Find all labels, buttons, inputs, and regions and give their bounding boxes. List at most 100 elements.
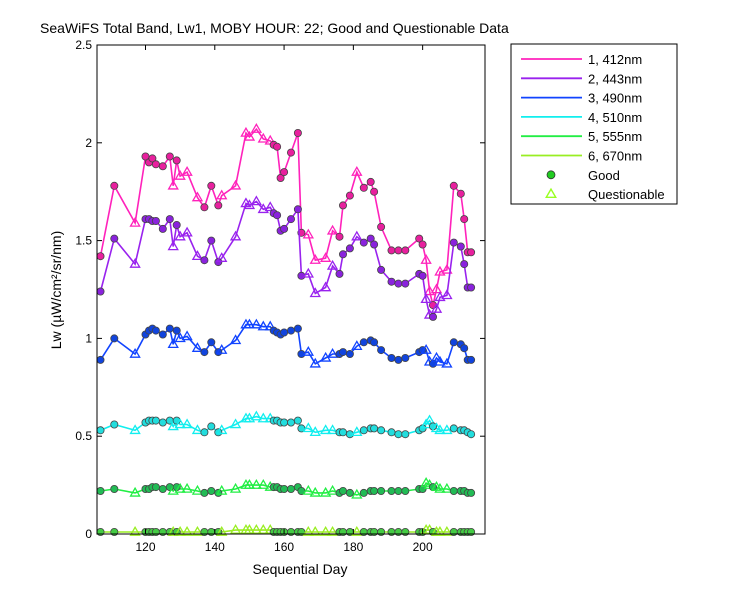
data-point-questionable (250, 195, 263, 206)
data-point-questionable (129, 424, 141, 435)
data-point-good (335, 232, 344, 241)
data-point-good (280, 484, 289, 493)
data-point-good (387, 353, 396, 362)
data-point-questionable (302, 228, 315, 239)
data-point-questionable (243, 478, 256, 489)
chart-title: SeaWiFS Total Band, Lw1, MOBY HOUR: 22; … (40, 20, 509, 36)
data-point-questionable (430, 283, 443, 294)
legend-entry: Questionable (588, 187, 665, 202)
data-point-good (418, 271, 427, 280)
data-point-good (280, 168, 289, 177)
data-point-good (96, 486, 105, 495)
data-point-questionable (423, 414, 436, 425)
data-point-good (370, 424, 379, 433)
data-point-good (415, 234, 424, 243)
data-point-questionable (351, 166, 363, 176)
data-point-questionable (420, 254, 432, 264)
plot-area (96, 123, 476, 537)
data-point-questionable (257, 523, 269, 534)
y-tick-label: 0.5 (75, 429, 92, 443)
data-point-good (158, 528, 167, 537)
data-point-good (200, 488, 209, 497)
y-axis-label: Lw (µW/cm²/sr/nm) (48, 231, 64, 350)
data-point-good (387, 428, 396, 437)
data-point-questionable (434, 291, 446, 302)
y-tick-label: 1.5 (75, 234, 92, 248)
data-point-good (200, 203, 209, 212)
data-point-good (207, 236, 216, 245)
data-point-questionable (302, 345, 315, 356)
data-point-questionable (191, 424, 204, 435)
data-point-good (401, 353, 410, 362)
data-point-good (151, 160, 160, 169)
data-point-good (449, 238, 458, 247)
data-point-questionable (243, 130, 256, 141)
data-point-good (172, 326, 181, 335)
data-point-questionable (243, 523, 256, 534)
data-point-good (338, 528, 347, 537)
data-point-good (345, 191, 354, 200)
data-point-good (359, 488, 368, 497)
data-point-questionable (309, 486, 321, 497)
data-point-good (110, 420, 119, 429)
data-point-questionable (216, 525, 228, 536)
data-point-good (377, 222, 386, 231)
data-point-questionable (174, 332, 186, 343)
data-point-questionable (181, 166, 193, 176)
data-point-good (280, 418, 289, 427)
data-point-questionable (129, 486, 141, 497)
data-point-good (345, 488, 354, 497)
data-point-good (280, 224, 289, 233)
data-point-good (338, 201, 347, 210)
data-point-good (273, 211, 282, 220)
data-point-good (110, 334, 119, 343)
data-point-good (207, 528, 216, 537)
x-tick-label: 140 (205, 540, 225, 554)
data-point-questionable (309, 426, 321, 437)
data-point-good (394, 486, 403, 495)
data-point-questionable (181, 226, 193, 237)
data-point-good (460, 215, 469, 224)
data-point-questionable (167, 338, 179, 349)
data-point-questionable (434, 525, 446, 536)
data-point-questionable (441, 525, 453, 536)
data-point-questionable (264, 201, 276, 212)
data-point-good (467, 248, 476, 257)
data-point-questionable (174, 418, 186, 429)
data-point-good (151, 416, 160, 425)
data-point-good (96, 355, 105, 364)
legend-entry: 2, 443nm (588, 71, 642, 86)
data-point-questionable (319, 525, 332, 536)
data-point-good (449, 338, 458, 347)
data-point-good (293, 128, 302, 137)
data-point-questionable (420, 293, 432, 304)
data-point-questionable (216, 484, 228, 495)
data-point-good (359, 338, 368, 347)
data-point-good (338, 250, 347, 259)
legend-entry: Good (588, 168, 620, 183)
data-point-good (467, 283, 476, 292)
data-point-good (158, 330, 167, 339)
data-point-good (449, 181, 458, 190)
data-point-questionable (434, 482, 446, 493)
data-point-questionable (250, 478, 263, 489)
x-tick-label: 160 (274, 540, 294, 554)
data-point-questionable (302, 267, 315, 278)
data-point-questionable (167, 179, 179, 190)
data-point-questionable (129, 525, 141, 536)
data-point-good (214, 201, 223, 210)
data-point-questionable (229, 482, 242, 493)
data-point-good (293, 205, 302, 214)
data-point-good (401, 486, 410, 495)
data-point-good (370, 486, 379, 495)
data-point-good (207, 338, 216, 347)
data-point-questionable (257, 132, 269, 143)
data-point-good (96, 528, 105, 537)
data-point-questionable (309, 287, 321, 298)
data-point-questionable (441, 482, 453, 493)
data-point-good (387, 277, 396, 286)
data-point-good (359, 426, 368, 435)
data-point-questionable (129, 257, 141, 268)
data-point-questionable (434, 355, 446, 366)
data-point-good (286, 215, 295, 224)
